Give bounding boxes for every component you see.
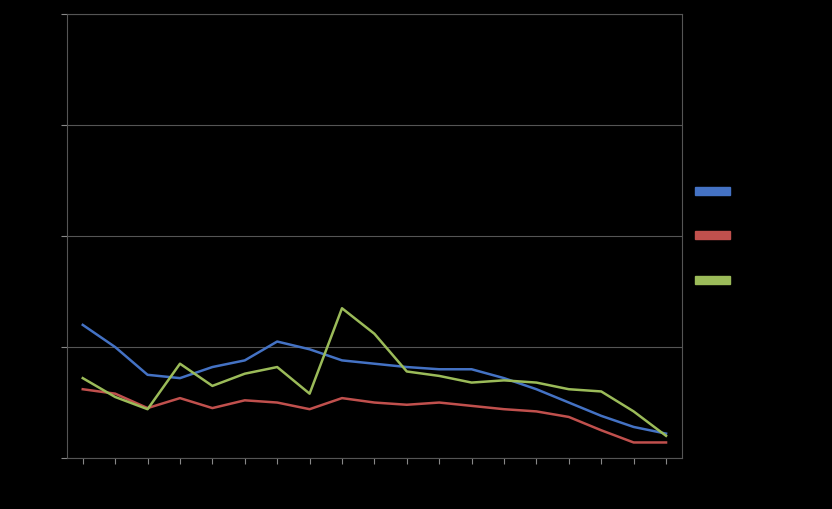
- Legend: , , : , ,: [696, 185, 734, 288]
